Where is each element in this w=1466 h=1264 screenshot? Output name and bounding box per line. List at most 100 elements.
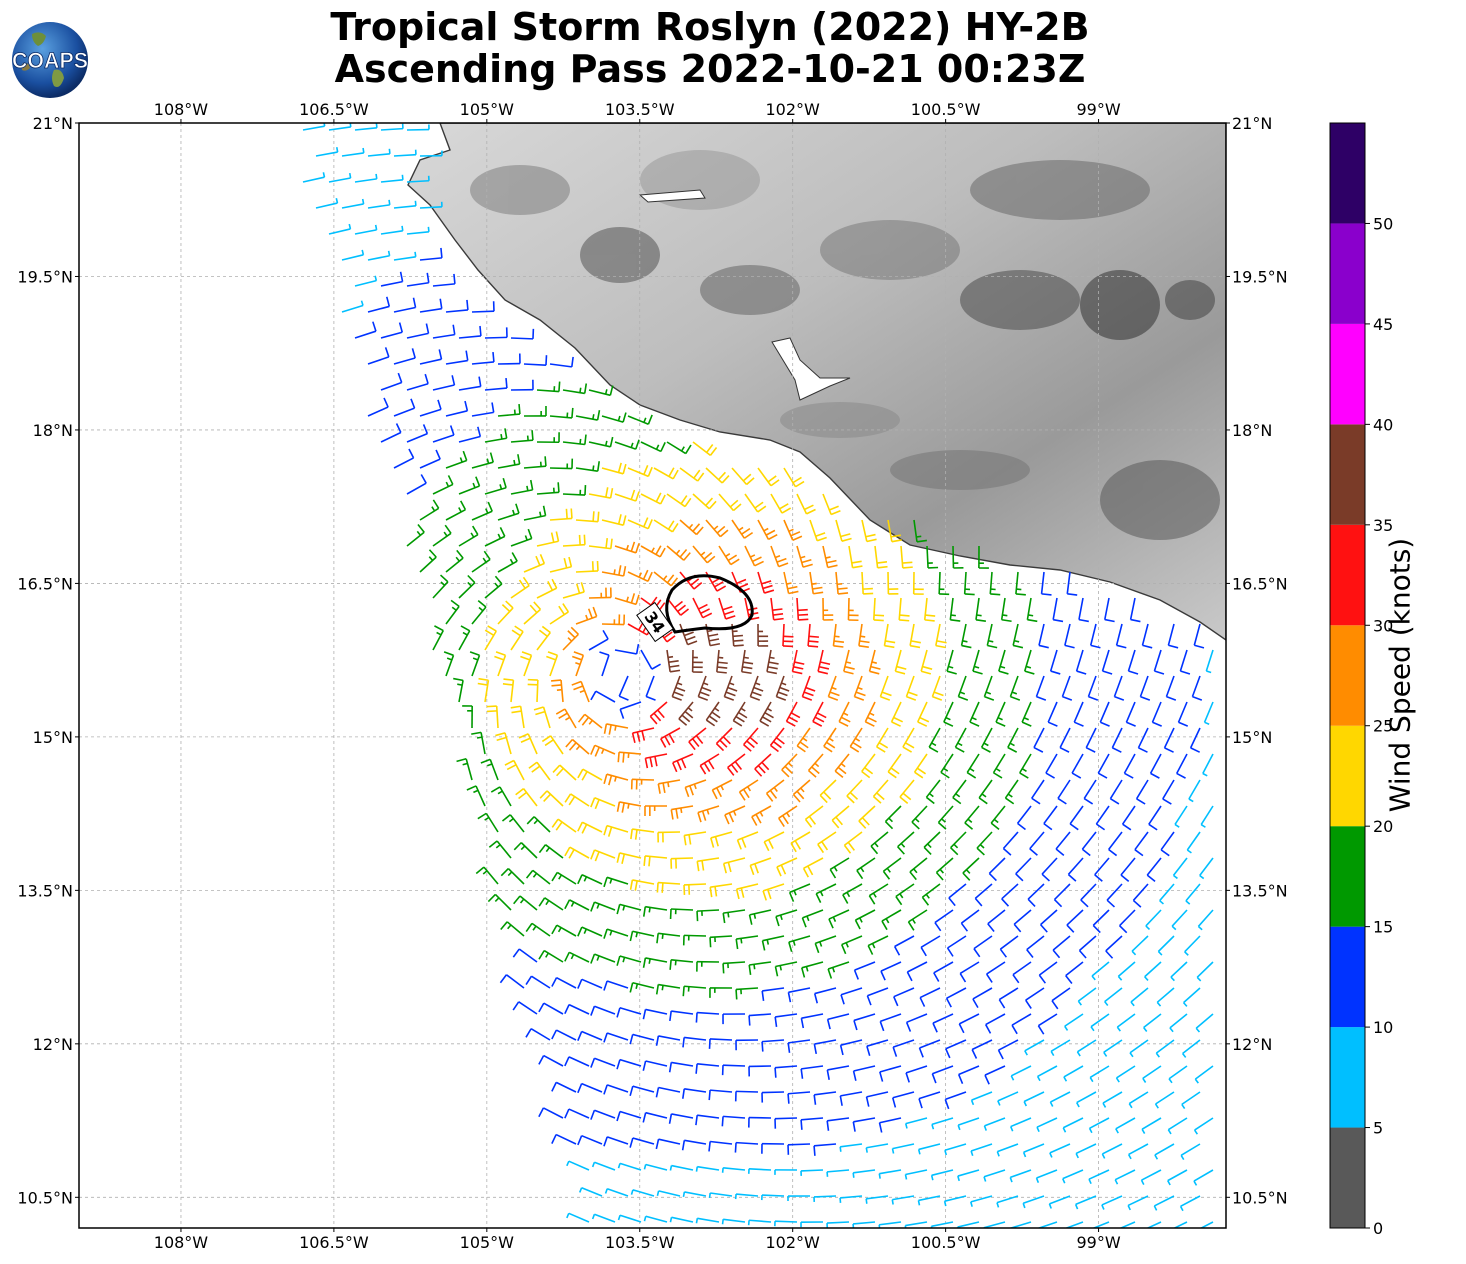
- wind-barb: [1041, 857, 1058, 882]
- wind-barb: [1134, 831, 1149, 857]
- wind-barb: [419, 499, 440, 521]
- wind-barb: [1180, 1143, 1201, 1161]
- wind-barb: [488, 840, 512, 859]
- wind-barb: [393, 251, 417, 261]
- wind-barb: [722, 909, 746, 924]
- wind-barb: [445, 549, 464, 573]
- wind-barb: [711, 779, 733, 800]
- wind-barb: [774, 1169, 798, 1175]
- wind-barb: [1125, 701, 1136, 727]
- wind-barb: [533, 706, 551, 729]
- wind-barb: [629, 1085, 655, 1097]
- wind-barb: [800, 1221, 824, 1228]
- wind-barb: [747, 1168, 772, 1174]
- wind-barb: [629, 1033, 655, 1045]
- wind-barb: [458, 574, 476, 599]
- wind-barb: [861, 519, 877, 543]
- wind-barb: [1143, 1013, 1162, 1032]
- wind-barb: [1127, 1195, 1149, 1211]
- x-tick-label-bottom: 102°W: [766, 1233, 821, 1252]
- wind-barb: [1172, 1221, 1188, 1228]
- wind-barb: [1059, 727, 1071, 753]
- wind-barb: [510, 430, 534, 443]
- wind-barb: [614, 489, 640, 502]
- wind-barb: [627, 517, 653, 530]
- wind-barb: [614, 593, 640, 606]
- wind-barb: [603, 928, 629, 939]
- wind-barb: [865, 1091, 889, 1107]
- wind-barb: [419, 449, 441, 469]
- wind-barb: [536, 578, 558, 599]
- wind-barb: [813, 987, 837, 1004]
- wind-barb: [973, 935, 993, 958]
- wind-barb: [406, 226, 430, 235]
- wind-barb: [1142, 1065, 1162, 1083]
- wind-barb: [740, 649, 754, 675]
- wind-barb: [904, 1221, 928, 1228]
- wind-barb: [1021, 701, 1032, 727]
- wind-barb: [1090, 1013, 1110, 1032]
- wind-barb: [1105, 935, 1123, 959]
- wind-barb: [551, 818, 577, 833]
- wind-barb: [1148, 805, 1162, 831]
- wind-barb: [1169, 1013, 1188, 1033]
- wind-barb: [817, 649, 831, 675]
- wind-barb: [749, 857, 772, 876]
- wind-barb: [1144, 961, 1162, 981]
- wind-barb: [835, 571, 849, 595]
- wind-barb: [656, 932, 681, 944]
- wind-barb: [1140, 1169, 1162, 1185]
- wind-barb: [538, 844, 564, 859]
- wind-barb: [840, 935, 863, 955]
- wind-barb: [913, 519, 927, 543]
- wind-barb: [796, 727, 811, 753]
- wind-barb: [653, 467, 679, 480]
- wind-barb: [603, 773, 629, 786]
- wind-barb: [564, 793, 590, 807]
- wind-barb: [1193, 1169, 1214, 1186]
- wind-barb: [480, 758, 499, 781]
- wind-barb: [406, 474, 427, 495]
- wind-barb: [980, 727, 993, 753]
- wind-barb: [536, 432, 560, 444]
- wind-barb: [513, 895, 538, 911]
- y-tick-label-right: 10.5°N: [1232, 1188, 1288, 1207]
- wind-barb: [735, 987, 759, 1000]
- wind-barb: [985, 961, 1006, 983]
- wind-barb: [497, 600, 514, 625]
- y-tick-label-right: 16.5°N: [1232, 574, 1288, 593]
- wind-barb: [549, 603, 570, 625]
- wind-barb: [445, 599, 460, 625]
- wind-barb: [982, 1221, 1006, 1228]
- colorbar-tick-label: 20: [1373, 817, 1393, 836]
- wind-barb: [1135, 779, 1149, 805]
- wind-barb: [692, 597, 713, 619]
- wind-barb: [328, 223, 352, 235]
- wind-barb: [669, 1010, 694, 1022]
- wind-barb: [445, 350, 469, 365]
- wind-barb: [1167, 1117, 1188, 1135]
- wind-barb: [668, 1061, 694, 1073]
- wind-barb: [893, 935, 915, 956]
- wind-barb: [923, 831, 941, 856]
- wind-barb: [575, 606, 598, 625]
- wind-barb: [815, 883, 837, 903]
- wind-barb: [902, 727, 915, 753]
- wind-barb: [1083, 779, 1097, 805]
- wind-barb: [1202, 753, 1214, 777]
- wind-barb: [588, 487, 614, 499]
- wind-barb: [603, 723, 629, 735]
- wind-barb: [1064, 623, 1075, 649]
- colorbar-segment: [1330, 424, 1365, 525]
- wind-barb: [724, 805, 746, 825]
- wind-barb: [866, 987, 889, 1006]
- wind-barb: [1066, 909, 1084, 933]
- wind-barb: [984, 1065, 1006, 1085]
- wind-barb: [802, 857, 824, 878]
- wind-barb: [1025, 987, 1045, 1009]
- wind-barb: [419, 150, 443, 157]
- wind-barb: [406, 272, 430, 287]
- wind-barb: [911, 805, 928, 830]
- wind-barb: [666, 545, 691, 561]
- wind-barb: [591, 1161, 616, 1171]
